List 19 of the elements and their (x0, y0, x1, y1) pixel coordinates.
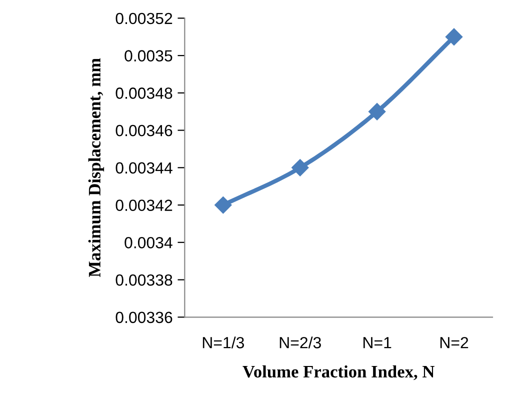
y-tick-label: 0.0035 (124, 50, 172, 62)
y-tick-label: 0.00344 (116, 162, 172, 174)
y-tick-label: 0.00338 (116, 274, 172, 286)
x-tick-label: N=2 (440, 337, 468, 348)
y-tick-label: 0.0034 (124, 237, 172, 248)
point (368, 103, 386, 120)
y-tick-label: 0.00348 (116, 88, 172, 99)
point (292, 159, 309, 176)
x-tick-label: N=1 (363, 337, 392, 348)
y-axis-title: Maximum Displacement, mm (88, 58, 104, 278)
x-tick-label: N=2/3 (280, 336, 321, 348)
y-tick-label: 0.00352 (116, 12, 172, 24)
y-tick-label: 0.00342 (116, 200, 172, 211)
point (214, 196, 232, 214)
y-tick-label: 0.00346 (116, 124, 172, 136)
point (445, 28, 463, 46)
y-tick-label: 0.00336 (116, 312, 172, 324)
x-axis-title: Volume Fraction Index, N (242, 365, 434, 380)
x-tick-label: N=1/3 (202, 336, 244, 348)
